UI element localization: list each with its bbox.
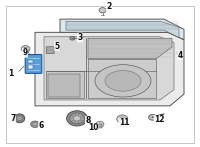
Bar [98, 124, 102, 128]
Polygon shape [88, 59, 156, 98]
Polygon shape [44, 37, 174, 100]
Circle shape [31, 121, 39, 127]
Text: 4: 4 [177, 51, 183, 60]
Circle shape [73, 116, 81, 121]
Text: 1: 1 [8, 69, 14, 78]
Polygon shape [60, 19, 184, 40]
Circle shape [70, 113, 84, 124]
Bar [28, 60, 33, 63]
Polygon shape [88, 38, 172, 59]
Circle shape [33, 123, 37, 126]
Ellipse shape [95, 65, 151, 97]
Text: 10: 10 [88, 123, 98, 132]
Polygon shape [46, 71, 84, 98]
Circle shape [67, 111, 87, 126]
Circle shape [120, 117, 125, 121]
Ellipse shape [14, 114, 25, 123]
Circle shape [117, 115, 128, 123]
Text: 8: 8 [85, 116, 91, 125]
Text: 5: 5 [54, 42, 60, 51]
Circle shape [24, 47, 28, 50]
Circle shape [99, 8, 106, 13]
Ellipse shape [17, 116, 22, 121]
FancyBboxPatch shape [25, 55, 42, 73]
Polygon shape [35, 32, 184, 106]
Circle shape [177, 51, 182, 55]
Circle shape [149, 114, 157, 120]
Text: 9: 9 [22, 48, 28, 57]
Circle shape [70, 36, 75, 40]
Text: 6: 6 [38, 121, 44, 130]
Bar [28, 65, 33, 69]
FancyBboxPatch shape [46, 47, 54, 54]
Text: 7: 7 [10, 114, 16, 123]
Text: 3: 3 [77, 33, 83, 42]
Polygon shape [66, 21, 179, 37]
Polygon shape [48, 74, 80, 97]
Circle shape [21, 46, 30, 52]
Circle shape [96, 121, 104, 127]
Ellipse shape [105, 71, 141, 91]
Text: 12: 12 [154, 115, 164, 124]
Text: 11: 11 [119, 118, 129, 127]
Text: 2: 2 [106, 2, 112, 11]
